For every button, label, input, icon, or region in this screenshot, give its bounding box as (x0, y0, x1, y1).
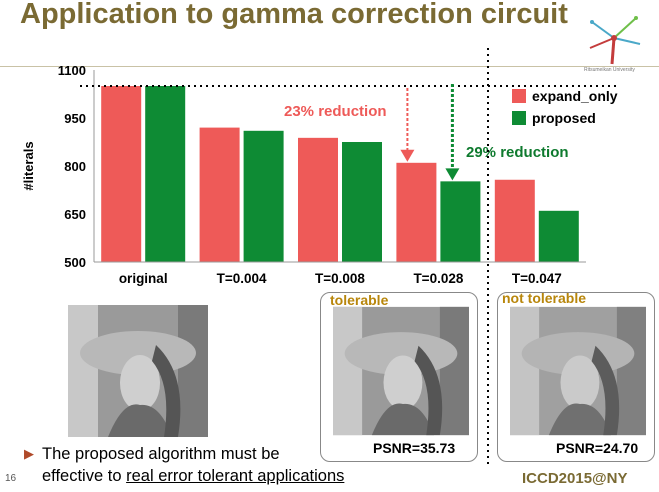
legend-swatch-0 (512, 89, 526, 103)
annotation-expand-only-reduction: 23% reduction (284, 103, 387, 120)
y-tick-label-0: 500 (64, 255, 86, 270)
y-tick-label-1: 650 (64, 207, 86, 222)
x-tick-label-1: T=0.004 (217, 271, 267, 286)
y-tick-label-3: 950 (64, 111, 86, 126)
bar-expand_only-4 (494, 179, 535, 262)
bar-expand_only-0 (101, 86, 142, 262)
bar-proposed-2 (342, 142, 382, 262)
psnr-tolerable: PSNR=35.73 (373, 440, 456, 456)
x-tick-label-3: T=0.028 (413, 271, 463, 286)
title-divider (0, 66, 659, 67)
x-tick-label-0: original (119, 271, 168, 286)
bullet-arrow-icon: ▶ (24, 446, 34, 461)
bar-expand_only-1 (199, 127, 240, 262)
conference-label: ICCD2015@NY (522, 470, 628, 487)
annotation-proposed-reduction: 29% reduction (466, 144, 569, 161)
bar-proposed-1 (243, 130, 284, 262)
legend-label-0: expand_only (532, 88, 618, 104)
page-number: 16 (5, 473, 17, 484)
bullet-line2-prefix: effective to (42, 467, 127, 485)
bullet-line1: The proposed algorithm must be (42, 445, 280, 463)
not-tolerable-label: not tolerable (502, 290, 587, 306)
bar-expand_only-3 (396, 162, 437, 262)
bar-proposed-3 (440, 181, 481, 262)
bar-proposed-0 (145, 86, 186, 262)
original-image (68, 305, 208, 437)
bar-expand_only-2 (298, 137, 338, 262)
psnr-not-tolerable: PSNR=24.70 (556, 440, 639, 456)
tolerable-image (333, 306, 469, 436)
y-tick-label-4: 1100 (58, 63, 86, 78)
not-tolerable-image (510, 306, 646, 436)
y-tick-label-2: 800 (64, 159, 86, 174)
x-tick-label-4: T=0.047 (512, 271, 562, 286)
legend-swatch-1 (512, 111, 526, 125)
arrow-expand-only-head-icon (400, 149, 415, 162)
legend-label-1: proposed (532, 110, 596, 126)
y-axis-label: #literals (21, 141, 36, 190)
bar-proposed-4 (538, 210, 579, 262)
logo-text: Ritsumeikan University (584, 67, 635, 73)
arrow-proposed-head-icon (445, 168, 460, 181)
bullet-line2: effective to real error tolerant applica… (42, 465, 344, 487)
university-logo-icon (589, 16, 641, 65)
slide-title: Application to gamma correction circuit (20, 0, 568, 30)
tolerable-label: tolerable (330, 292, 389, 308)
x-tick-label-2: T=0.008 (315, 271, 365, 286)
bullet-line2-link: real error tolerant applications (126, 467, 345, 485)
